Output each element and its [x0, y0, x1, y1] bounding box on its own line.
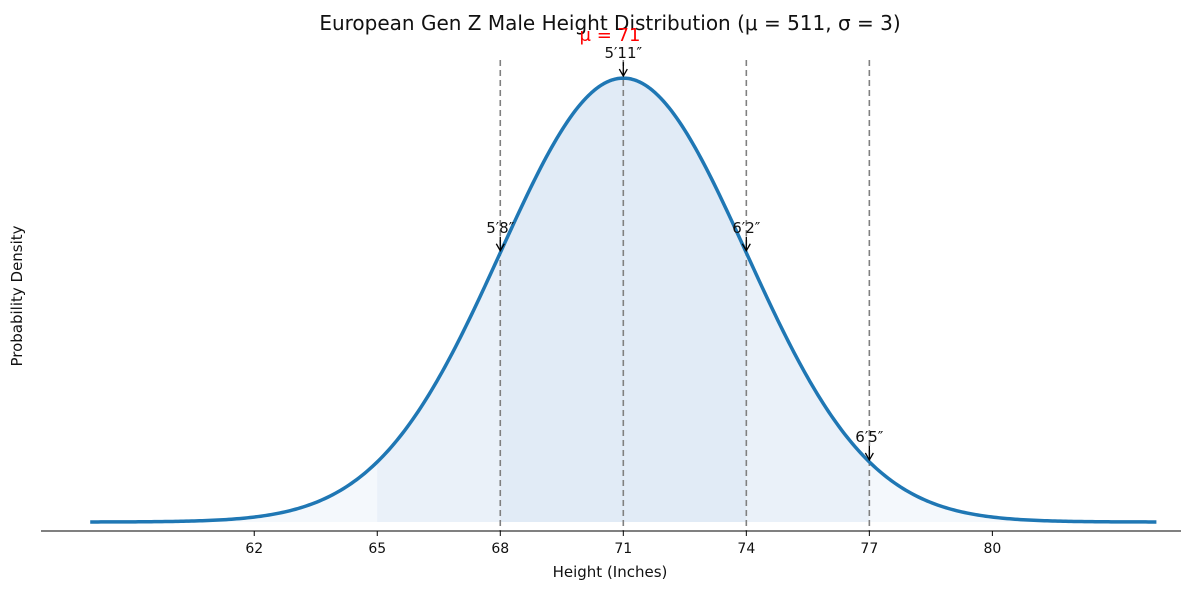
- x-tick-label-74: 74: [737, 541, 755, 557]
- annotation-label: 5′8″: [486, 219, 514, 237]
- annotation-label: 5′11″: [604, 44, 642, 62]
- annotation-arrowhead: [618, 68, 628, 78]
- x-tick-label-80: 80: [983, 541, 1001, 557]
- annotation-68: 5′8″: [486, 219, 515, 253]
- annotation-arrowhead: [495, 243, 505, 253]
- x-tick-label-77: 77: [860, 541, 878, 557]
- x-ticks: 62 65 68 71 74 77 80: [245, 531, 1001, 557]
- annotation-77: 6′5″: [855, 428, 884, 462]
- annotation-arrowhead: [864, 452, 874, 462]
- mean-label: μ = 71: [580, 25, 641, 46]
- annotation-label: 6′5″: [855, 428, 883, 446]
- density-curve: [90, 76, 1157, 524]
- annotation-71: 5′11″: [604, 44, 643, 78]
- x-tick-label-71: 71: [614, 541, 632, 557]
- x-tick-label-62: 62: [245, 541, 263, 557]
- x-tick-label-68: 68: [491, 541, 509, 557]
- x-tick-label-65: 65: [368, 541, 386, 557]
- annotation-arrowhead: [741, 243, 751, 253]
- chart-title: European Gen Z Male Height Distribution …: [319, 11, 900, 35]
- annotations: 5′8″ 5′11″ 6′2″ 6′5″: [486, 44, 884, 462]
- annotation-74: 6′2″: [732, 219, 761, 253]
- annotation-label: 6′2″: [732, 219, 760, 237]
- x-axis-label: Height (Inches): [553, 563, 668, 581]
- y-axis-label: Probability Density: [8, 225, 26, 366]
